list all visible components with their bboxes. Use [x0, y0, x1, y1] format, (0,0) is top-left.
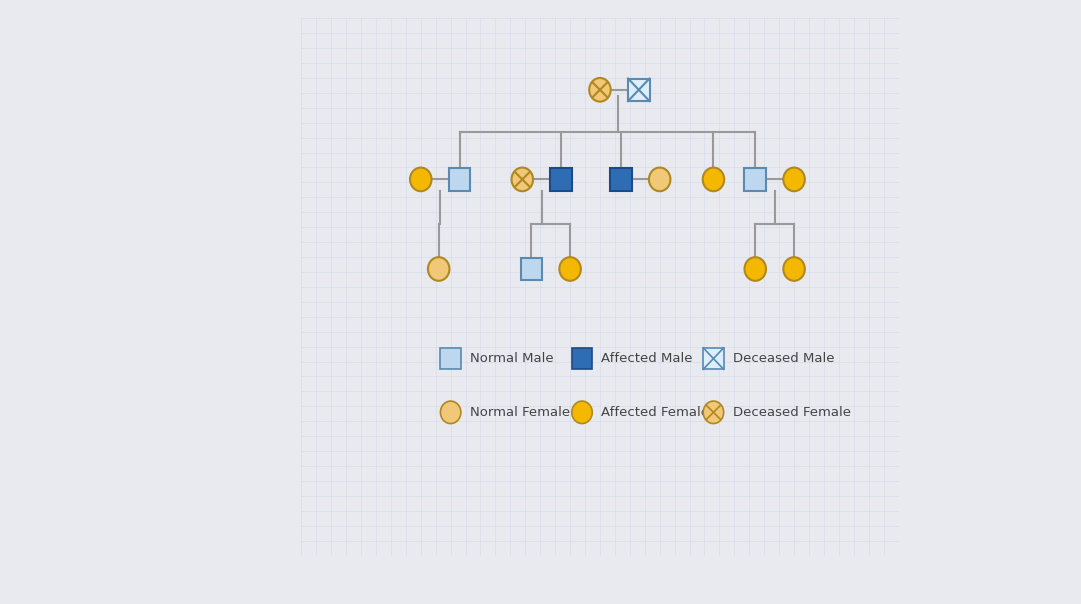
Text: Normal Female: Normal Female	[470, 406, 570, 419]
Ellipse shape	[784, 257, 805, 281]
FancyBboxPatch shape	[610, 168, 631, 191]
Ellipse shape	[428, 257, 450, 281]
FancyBboxPatch shape	[745, 168, 766, 191]
FancyBboxPatch shape	[572, 348, 592, 369]
Ellipse shape	[559, 257, 580, 281]
Text: Deceased Male: Deceased Male	[733, 352, 835, 365]
Ellipse shape	[589, 78, 611, 101]
Ellipse shape	[440, 401, 461, 423]
FancyBboxPatch shape	[521, 258, 542, 280]
Ellipse shape	[704, 401, 723, 423]
FancyBboxPatch shape	[628, 79, 650, 101]
FancyBboxPatch shape	[550, 168, 572, 191]
FancyBboxPatch shape	[440, 348, 461, 369]
Ellipse shape	[745, 257, 766, 281]
Ellipse shape	[511, 167, 533, 191]
Ellipse shape	[703, 167, 724, 191]
FancyBboxPatch shape	[449, 168, 470, 191]
Ellipse shape	[649, 167, 670, 191]
Text: Normal Male: Normal Male	[470, 352, 553, 365]
Text: Affected Female: Affected Female	[601, 406, 709, 419]
Text: Deceased Female: Deceased Female	[733, 406, 851, 419]
Ellipse shape	[410, 167, 431, 191]
FancyBboxPatch shape	[704, 348, 723, 369]
Ellipse shape	[572, 401, 592, 423]
Ellipse shape	[784, 167, 805, 191]
Text: Affected Male: Affected Male	[601, 352, 693, 365]
